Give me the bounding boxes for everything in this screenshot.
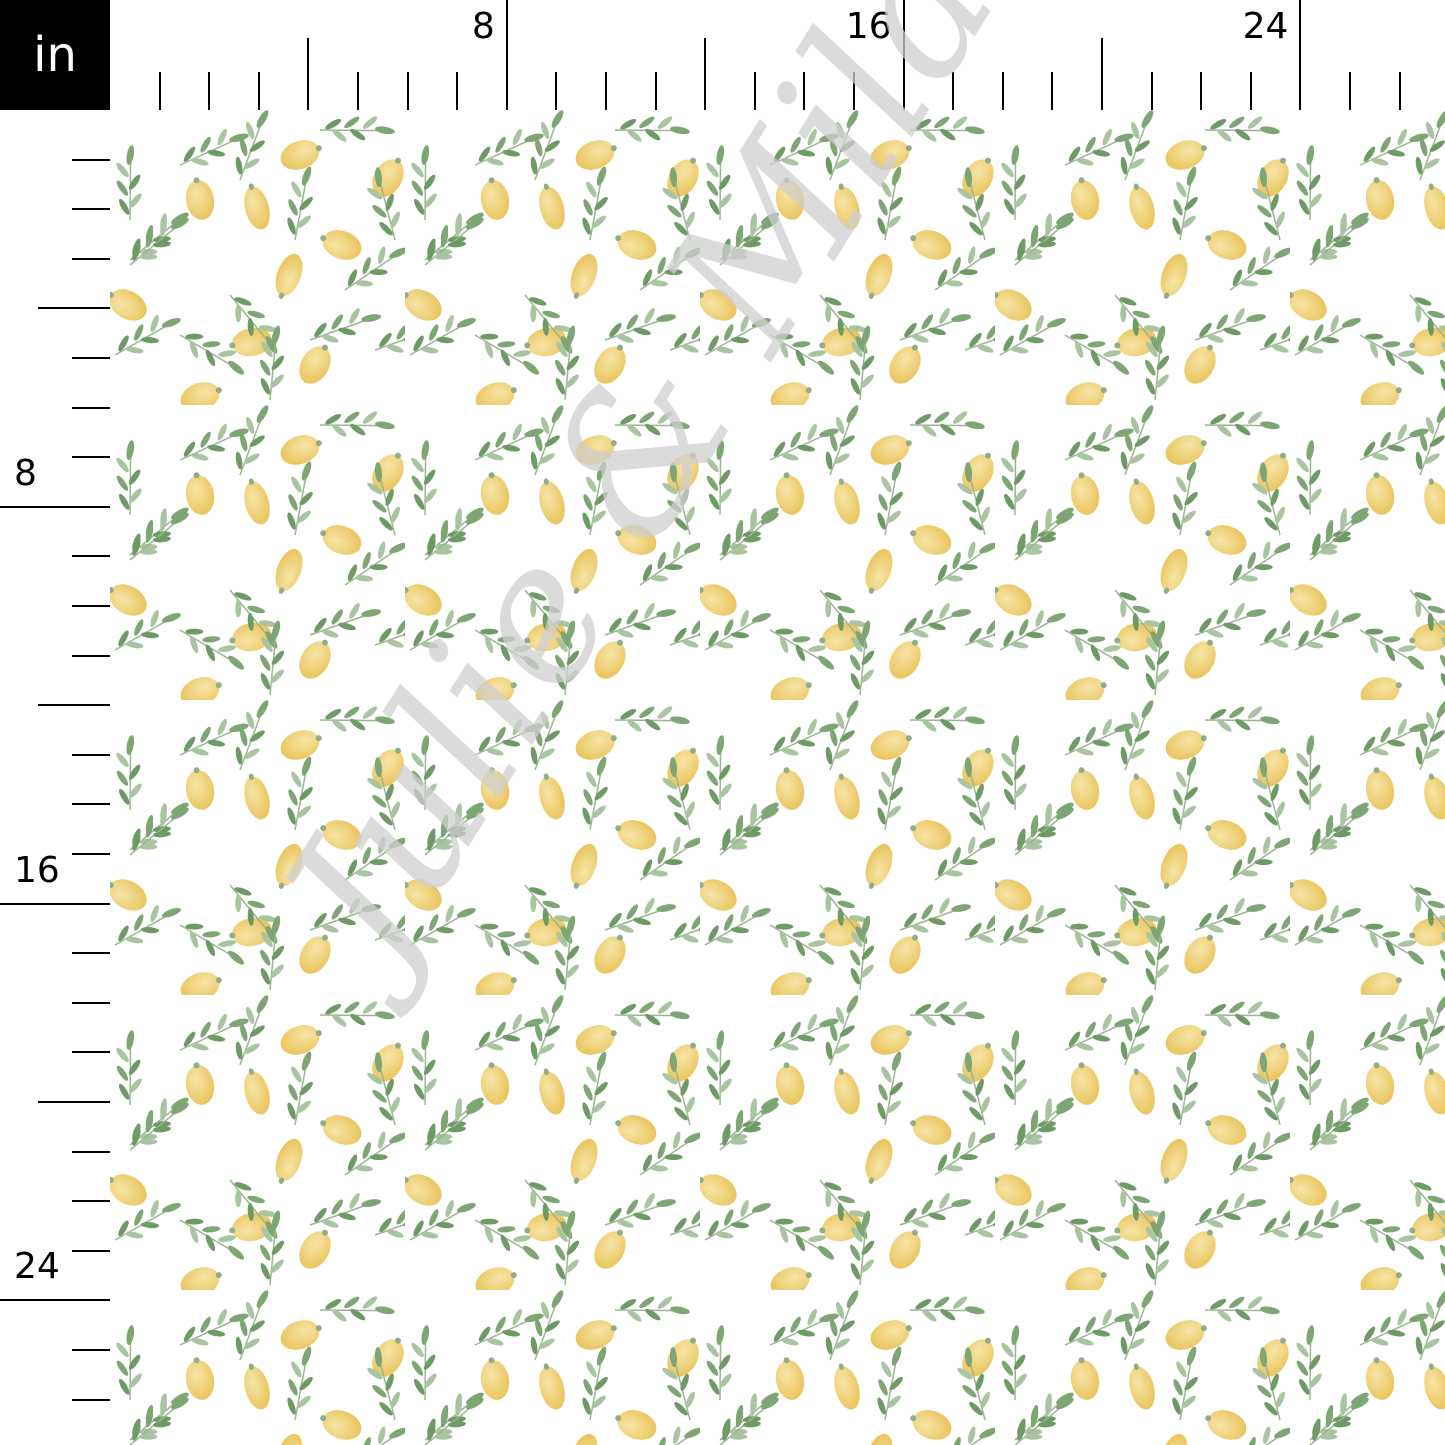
ruler-tick — [72, 1249, 110, 1252]
ruler-tick — [1200, 72, 1203, 110]
ruler-tick — [1101, 38, 1103, 110]
ruler-tick — [0, 1299, 110, 1302]
ruler-tick — [72, 1398, 110, 1401]
ruler-tick — [72, 853, 110, 855]
ruler-label: 8 — [14, 452, 37, 494]
ruler-label: 24 — [14, 1246, 60, 1288]
ruler-tick — [753, 72, 756, 110]
ruler-tick — [1299, 0, 1302, 110]
ruler-tick — [38, 307, 110, 310]
ruler-label: 8 — [471, 6, 495, 47]
ruler-tick — [72, 208, 110, 211]
ruler-tick — [72, 803, 110, 806]
ruler-tick — [72, 1051, 110, 1054]
left-ruler: 8 16 24 — [0, 110, 110, 1445]
ruler-tick — [72, 952, 110, 955]
ruler-tick — [72, 456, 110, 459]
ruler-tick — [357, 72, 359, 110]
ruler-tick — [406, 72, 409, 110]
lemon-fabric-pattern — [110, 110, 1445, 1445]
ruler-tick — [803, 72, 806, 110]
ruler-tick — [257, 72, 260, 110]
ruler-tick — [72, 158, 110, 161]
ruler-tick — [72, 1150, 110, 1153]
ruler-tick — [72, 555, 110, 558]
ruler-tick — [0, 505, 110, 508]
ruler-tick — [952, 72, 955, 110]
ruler-tick — [902, 0, 905, 110]
ruler-tick — [72, 753, 110, 756]
ruler-tick — [72, 654, 110, 657]
ruler-tick — [1398, 72, 1401, 110]
ruler-tick — [72, 1349, 110, 1351]
ruler-label: 16 — [845, 6, 892, 47]
ruler-tick — [1001, 72, 1004, 110]
pattern-fill — [110, 110, 1445, 1445]
ruler-tick — [72, 1200, 110, 1203]
ruler-label: 16 — [14, 849, 60, 891]
ruler-tick — [72, 257, 110, 260]
ruler-tick — [208, 72, 211, 110]
ruler-tick — [456, 72, 459, 110]
ruler-tick — [555, 72, 558, 110]
top-ruler: 8 16 24 — [110, 0, 1445, 110]
ruler-tick — [38, 1101, 110, 1103]
ruler-label: 24 — [1242, 6, 1289, 47]
ruler-tick — [505, 0, 508, 110]
ruler-tick — [158, 72, 161, 110]
ruler-tick — [72, 406, 110, 409]
ruler-tick — [704, 38, 707, 110]
ruler-tick — [72, 357, 110, 359]
ruler-tick — [307, 38, 310, 110]
ruler-tick — [654, 72, 657, 110]
ruler-tick — [72, 1001, 110, 1004]
ruler-tick — [605, 72, 607, 110]
ruler-tick — [72, 605, 110, 607]
unit-label: in — [0, 0, 110, 110]
ruler-tick — [1150, 72, 1153, 110]
ruler-tick — [1349, 72, 1351, 110]
ruler-tick — [1249, 72, 1252, 110]
ruler-tick — [38, 704, 110, 707]
ruler-tick — [853, 72, 855, 110]
ruler-tick — [1051, 72, 1054, 110]
ruler-tick — [0, 902, 110, 905]
